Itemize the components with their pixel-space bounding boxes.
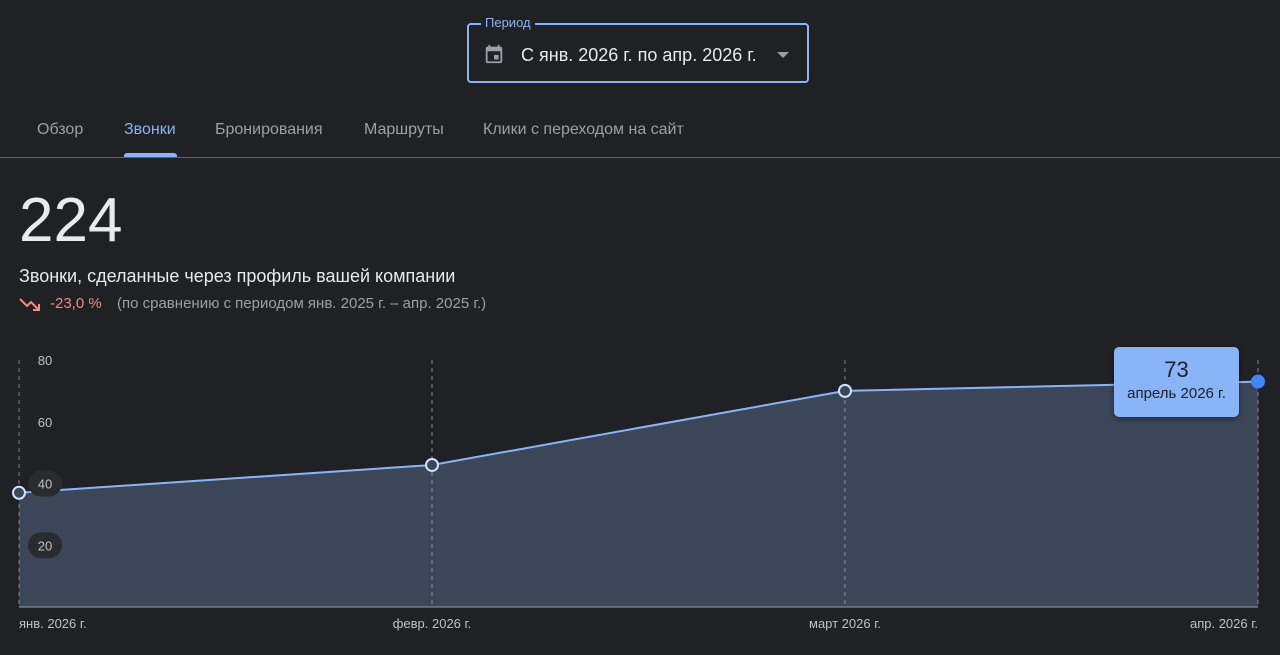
metric-value: 224 (19, 186, 123, 255)
metric-title: Звонки, сделанные через профиль вашей ко… (19, 266, 456, 286)
y-tick-label-20: 20 (38, 538, 52, 553)
tab-calls[interactable]: Звонки (124, 121, 176, 138)
chart-tooltip: 73 апрель 2026 г. (1114, 347, 1239, 417)
x-tick-label-0: янв. 2026 г. (19, 616, 87, 631)
chart-point-active (1251, 374, 1265, 389)
chart-point-0 (12, 485, 26, 500)
x-tick-label-3: апр. 2026 г. (1190, 616, 1258, 631)
chart-area-fill (19, 381, 1258, 607)
tab-bookings[interactable]: Бронирования (215, 121, 323, 138)
x-tick-label-2: март 2026 г. (809, 616, 881, 631)
chevron-down-icon (777, 52, 789, 58)
calls-area-chart: 20 40 60 80 янв. 2026 г. февр. 2026 г. март 20… (12, 353, 1265, 631)
chart-point-2 (838, 383, 852, 398)
tab-bar: Обзор Звонки Бронирования Маршруты Клики… (0, 100, 1280, 158)
tooltip-value: 73 (1164, 357, 1189, 382)
y-tick-pill-40 (28, 470, 62, 497)
tab-overview[interactable]: Обзор (37, 121, 84, 138)
period-selector[interactable]: Период С янв. 2026 г. по апр. 2026 г. (467, 15, 809, 83)
y-tick-label-60: 60 (38, 415, 52, 430)
y-tick-label-40: 40 (38, 477, 52, 492)
tab-directions[interactable]: Маршруты (364, 121, 444, 138)
tooltip-label: апрель 2026 г. (1127, 385, 1226, 402)
active-tab-indicator (124, 153, 177, 157)
trend-comparison: (по сравнению с периодом янв. 2025 г. – … (117, 295, 487, 312)
trend-value: -23,0 % (50, 295, 102, 312)
tab-website-clicks[interactable]: Клики с переходом на сайт (483, 121, 684, 138)
period-value: С янв. 2026 г. по апр. 2026 г. (521, 45, 757, 65)
chart-point-1 (425, 457, 439, 472)
x-tick-label-1: февр. 2026 г. (393, 616, 472, 631)
chart-series-line (18, 380, 1259, 494)
trending-down-icon (19, 298, 40, 311)
calendar-icon (485, 44, 503, 64)
y-tick-label-80: 80 (38, 353, 52, 368)
period-label: Период (481, 15, 535, 31)
y-tick-pill-20 (28, 532, 62, 559)
